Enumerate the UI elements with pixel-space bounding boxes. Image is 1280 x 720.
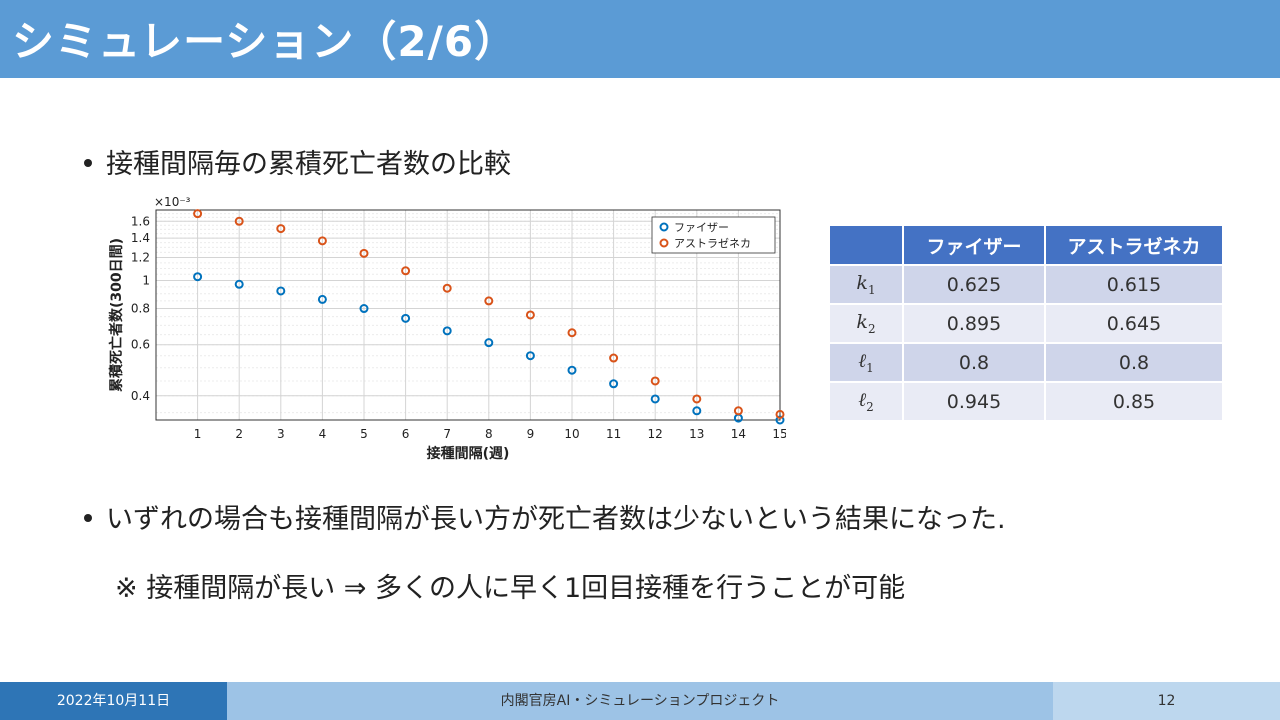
az-value-cell: 0.645 bbox=[1046, 305, 1222, 342]
parameter-table: ファイザー アストラゼネカ k1 0.625 0.615 k2 0.895 0.… bbox=[828, 224, 1224, 422]
bullet-dot bbox=[84, 513, 92, 522]
data-point-pfizer bbox=[276, 286, 286, 296]
data-point-pfizer bbox=[317, 294, 327, 304]
plot-frame bbox=[155, 209, 781, 421]
legend-label: アストラゼネカ bbox=[674, 237, 751, 250]
legend-label: ファイザー bbox=[674, 221, 729, 234]
x-tick-label: 1 bbox=[194, 427, 202, 441]
data-point-astrazeneca bbox=[775, 409, 785, 419]
data-point-pfizer bbox=[609, 379, 619, 389]
data-point-pfizer bbox=[484, 338, 494, 348]
x-tick-label: 14 bbox=[731, 427, 746, 441]
data-point-astrazeneca bbox=[733, 406, 743, 416]
x-tick-label: 11 bbox=[606, 427, 621, 441]
param-cell: k1 bbox=[830, 266, 902, 303]
y-tick-label: 0.4 bbox=[131, 389, 150, 403]
bullet-comparison: 接種間隔毎の累積死亡者数の比較 bbox=[84, 142, 511, 181]
bullet-text: いずれの場合も接種間隔が長い方が死亡者数は少ないという結果になった. bbox=[106, 504, 1006, 535]
x-tick-label: 4 bbox=[319, 427, 327, 441]
x-tick-label: 3 bbox=[277, 427, 285, 441]
data-point-pfizer bbox=[442, 326, 452, 336]
x-tick-label: 5 bbox=[360, 427, 368, 441]
x-tick-label: 8 bbox=[485, 427, 493, 441]
y-tick-label: 0.8 bbox=[131, 302, 150, 316]
data-point-pfizer bbox=[650, 394, 660, 404]
y-axis-label: 累積死亡者数(300日間) bbox=[108, 238, 125, 392]
x-tick-label: 12 bbox=[648, 427, 663, 441]
bullet-dot bbox=[84, 158, 92, 167]
footer-project: 内閣官房AI・シミュレーションプロジェクト bbox=[227, 682, 1053, 720]
footer-date: 2022年10月11日 bbox=[0, 682, 227, 720]
table-row: k2 0.895 0.645 bbox=[830, 305, 1222, 342]
x-tick-label: 10 bbox=[564, 427, 579, 441]
data-point-pfizer bbox=[692, 406, 702, 416]
pfizer-value-cell: 0.625 bbox=[904, 266, 1044, 303]
data-point-pfizer bbox=[775, 415, 785, 425]
table-row: k1 0.625 0.615 bbox=[830, 266, 1222, 303]
az-value-cell: 0.615 bbox=[1046, 266, 1222, 303]
y-tick-label: 0.6 bbox=[131, 338, 150, 352]
note-text: ※ 接種間隔が長い ⇒ 多くの人に早く1回目接種を行うことが可能 bbox=[115, 573, 906, 604]
table-header-az: アストラゼネカ bbox=[1046, 226, 1222, 264]
data-point-pfizer bbox=[567, 365, 577, 375]
bullet-result: いずれの場合も接種間隔が長い方が死亡者数は少ないという結果になった. bbox=[84, 497, 1006, 536]
data-point-pfizer bbox=[401, 313, 411, 323]
y-tick-label: 1.4 bbox=[131, 231, 150, 245]
param-cell: ℓ1 bbox=[830, 344, 902, 381]
data-point-astrazeneca bbox=[442, 283, 452, 293]
y-tick-label: 1 bbox=[142, 273, 150, 287]
x-tick-label: 7 bbox=[443, 427, 451, 441]
y-tick-label: 1.2 bbox=[131, 250, 150, 264]
param-cell: k2 bbox=[830, 305, 902, 342]
x-tick-label: 2 bbox=[235, 427, 243, 441]
data-point-astrazeneca bbox=[276, 224, 286, 234]
data-point-astrazeneca bbox=[692, 394, 702, 404]
footer-page-number: 12 bbox=[1053, 682, 1280, 720]
az-value-cell: 0.8 bbox=[1046, 344, 1222, 381]
table-row: ℓ1 0.8 0.8 bbox=[830, 344, 1222, 381]
data-point-astrazeneca bbox=[359, 248, 369, 258]
param-cell: ℓ2 bbox=[830, 383, 902, 420]
data-point-astrazeneca bbox=[234, 216, 244, 226]
x-tick-label: 13 bbox=[689, 427, 704, 441]
az-value-cell: 0.85 bbox=[1046, 383, 1222, 420]
scatter-chart: 0.40.60.811.21.41.61 2 3 4 5 6 7 8 9 10 11 12 13 14 15… bbox=[108, 195, 786, 462]
pfizer-value-cell: 0.8 bbox=[904, 344, 1044, 381]
data-point-pfizer bbox=[525, 351, 535, 361]
x-tick-label: 9 bbox=[527, 427, 535, 441]
footer: 2022年10月11日 内閣官房AI・シミュレーションプロジェクト 12 bbox=[0, 682, 1280, 720]
data-point-pfizer bbox=[193, 272, 203, 282]
title-bar: シミュレーション（2/6） bbox=[0, 0, 1280, 78]
table-row: ℓ2 0.945 0.85 bbox=[830, 383, 1222, 420]
table-header-corner bbox=[830, 226, 902, 264]
data-point-astrazeneca bbox=[317, 236, 327, 246]
slide-title: シミュレーション（2/6） bbox=[12, 17, 518, 66]
data-point-astrazeneca bbox=[567, 328, 577, 338]
pfizer-value-cell: 0.945 bbox=[904, 383, 1044, 420]
data-point-astrazeneca bbox=[484, 296, 494, 306]
y-tick-label: 1.6 bbox=[131, 214, 150, 228]
x-axis-label: 接種間隔(週) bbox=[427, 445, 510, 462]
data-point-pfizer bbox=[359, 304, 369, 314]
table-header-pfizer: ファイザー bbox=[904, 226, 1044, 264]
legend-box bbox=[651, 216, 776, 254]
data-point-astrazeneca bbox=[193, 209, 203, 219]
legend-marker bbox=[659, 238, 669, 248]
pfizer-value-cell: 0.895 bbox=[904, 305, 1044, 342]
table-header-row: ファイザー アストラゼネカ bbox=[830, 226, 1222, 264]
data-point-astrazeneca bbox=[609, 353, 619, 363]
legend-marker bbox=[659, 222, 669, 232]
bullet-text: 接種間隔毎の累積死亡者数の比較 bbox=[106, 149, 511, 180]
data-point-astrazeneca bbox=[525, 310, 535, 320]
x-tick-label: 6 bbox=[402, 427, 410, 441]
x-tick-label: 15 bbox=[772, 427, 786, 441]
y-exponent-label: ×10⁻³ bbox=[154, 195, 191, 209]
data-point-astrazeneca bbox=[650, 376, 660, 386]
data-point-pfizer bbox=[234, 279, 244, 289]
data-point-astrazeneca bbox=[401, 266, 411, 276]
